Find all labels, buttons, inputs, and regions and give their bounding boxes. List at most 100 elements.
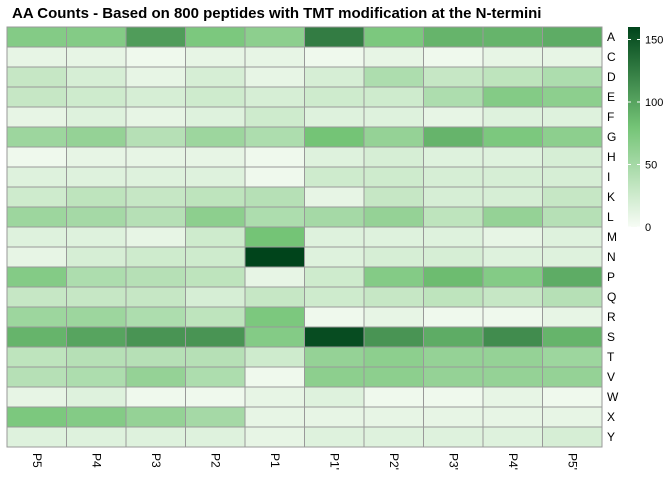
heatmap-cell-E-P3p bbox=[423, 86, 484, 108]
row-label: K bbox=[607, 190, 615, 204]
heatmap-cell-D-P5 bbox=[6, 66, 67, 88]
heatmap-cell-A-P1 bbox=[244, 26, 305, 48]
heatmap-cell-Q-P3p bbox=[423, 286, 484, 308]
column-labels: P5 P4 P3 P2 P1 P1' P2' P3' P4' P5' bbox=[30, 453, 580, 470]
row-label: M bbox=[607, 230, 617, 244]
heatmap-cell-A-P2 bbox=[185, 26, 246, 48]
heatmap-cell-K-P4 bbox=[66, 186, 127, 208]
heatmap-cell-R-P3p bbox=[423, 306, 484, 328]
heatmap-cell-S-P4 bbox=[66, 326, 127, 348]
heatmap-cell-M-P1 bbox=[244, 226, 305, 248]
heatmap-cell-Y-P3 bbox=[125, 426, 186, 448]
heatmap-cell-G-P1p bbox=[304, 126, 365, 148]
heatmap-cell-E-P1 bbox=[244, 86, 305, 108]
heatmap-cell-T-P2p bbox=[363, 346, 424, 368]
heatmap-cell-W-P3 bbox=[125, 386, 186, 408]
heatmap-cell-Y-P3p bbox=[423, 426, 484, 448]
heatmap-cell-N-P4 bbox=[66, 246, 127, 268]
legend-tick-label: 0 bbox=[645, 222, 651, 234]
heatmap-cell-I-P4 bbox=[66, 166, 127, 188]
heatmap-cell-W-P3p bbox=[423, 386, 484, 408]
heatmap-cell-C-P4 bbox=[66, 46, 127, 68]
row-label: S bbox=[607, 330, 615, 344]
column-label: P2' bbox=[387, 453, 401, 470]
heatmap-cell-T-P1 bbox=[244, 346, 305, 368]
heatmap-cell-D-P1p bbox=[304, 66, 365, 88]
heatmap-cell-A-P3p bbox=[423, 26, 484, 48]
column-label: P5' bbox=[565, 453, 579, 470]
heatmap-cell-I-P1 bbox=[244, 166, 305, 188]
heatmap-cell-W-P2 bbox=[185, 386, 246, 408]
heatmap-cell-A-P4p bbox=[482, 26, 543, 48]
heatmap-cell-H-P2p bbox=[363, 146, 424, 168]
heatmap-cell-X-P3p bbox=[423, 406, 484, 428]
heatmap-cell-C-P3p bbox=[423, 46, 484, 68]
heatmap-cell-L-P4p bbox=[482, 206, 543, 228]
heatmap-cell-S-P1 bbox=[244, 326, 305, 348]
heatmap-cell-L-P2 bbox=[185, 206, 246, 228]
heatmap-cell-L-P1p bbox=[304, 206, 365, 228]
column-label: P2 bbox=[208, 453, 222, 468]
heatmap-cell-E-P1p bbox=[304, 86, 365, 108]
heatmap-cell-R-P1p bbox=[304, 306, 365, 328]
row-label: Y bbox=[607, 430, 615, 444]
heatmap-cell-G-P4p bbox=[482, 126, 543, 148]
heatmap-cell-W-P4p bbox=[482, 386, 543, 408]
heatmap-cell-Y-P4p bbox=[482, 426, 543, 448]
heatmap-cell-K-P2p bbox=[363, 186, 424, 208]
row-label: E bbox=[607, 90, 615, 104]
heatmap-cell-E-P4p bbox=[482, 86, 543, 108]
heatmap-cell-C-P5p bbox=[542, 46, 603, 68]
heatmap-cell-M-P5p bbox=[542, 226, 603, 248]
row-label: T bbox=[607, 350, 615, 364]
heatmap-cell-S-P2p bbox=[363, 326, 424, 348]
heatmap-cell-Y-P5 bbox=[6, 426, 67, 448]
row-label: X bbox=[607, 410, 615, 424]
heatmap-cell-L-P3p bbox=[423, 206, 484, 228]
heatmap-cell-D-P3p bbox=[423, 66, 484, 88]
heatmap-cell-T-P4 bbox=[66, 346, 127, 368]
heatmap-cell-E-P2p bbox=[363, 86, 424, 108]
heatmap-cell-X-P1 bbox=[244, 406, 305, 428]
heatmap-cell-C-P2p bbox=[363, 46, 424, 68]
heatmap-cell-W-P2p bbox=[363, 386, 424, 408]
heatmap-cell-H-P2 bbox=[185, 146, 246, 168]
heatmap-cell-G-P4 bbox=[66, 126, 127, 148]
heatmap-cell-G-P5 bbox=[6, 126, 67, 148]
row-label: A bbox=[607, 30, 615, 44]
heatmap-cell-Q-P2 bbox=[185, 286, 246, 308]
heatmap-cell-L-P4 bbox=[66, 206, 127, 228]
heatmap-cell-F-P1p bbox=[304, 106, 365, 128]
heatmap-cell-S-P3 bbox=[125, 326, 186, 348]
heatmap-cell-Q-P3 bbox=[125, 286, 186, 308]
heatmap-cell-R-P3 bbox=[125, 306, 186, 328]
heatmap-cell-F-P5p bbox=[542, 106, 603, 128]
color-legend: 0 50 100 150 bbox=[628, 27, 663, 234]
row-label: N bbox=[607, 250, 616, 264]
heatmap-cell-Q-P1p bbox=[304, 286, 365, 308]
heatmap-cell-D-P4 bbox=[66, 66, 127, 88]
heatmap-cell-G-P2p bbox=[363, 126, 424, 148]
heatmap-cell-T-P5p bbox=[542, 346, 603, 368]
heatmap-cell-Q-P5 bbox=[6, 286, 67, 308]
heatmap-cell-C-P5 bbox=[6, 46, 67, 68]
heatmap-cell-H-P5 bbox=[6, 146, 67, 168]
heatmap-cell-L-P3 bbox=[125, 206, 186, 228]
heatmap-cell-Y-P1p bbox=[304, 426, 365, 448]
heatmap-cell-N-P5p bbox=[542, 246, 603, 268]
column-label: P4 bbox=[89, 453, 103, 468]
heatmap-cell-P-P1 bbox=[244, 266, 305, 288]
heatmap-cell-X-P1p bbox=[304, 406, 365, 428]
heatmap-cell-A-P1p bbox=[304, 26, 365, 48]
heatmap-cell-I-P2p bbox=[363, 166, 424, 188]
heatmap-cell-Y-P4 bbox=[66, 426, 127, 448]
heatmap-cell-E-P2 bbox=[185, 86, 246, 108]
heatmap-cell-G-P3 bbox=[125, 126, 186, 148]
heatmap-cell-I-P2 bbox=[185, 166, 246, 188]
heatmap-cell-V-P2 bbox=[185, 366, 246, 388]
heatmap-cell-M-P4 bbox=[66, 226, 127, 248]
heatmap-cell-T-P3 bbox=[125, 346, 186, 368]
heatmap-cell-D-P2p bbox=[363, 66, 424, 88]
heatmap-cell-W-P5 bbox=[6, 386, 67, 408]
heatmap-cell-G-P5p bbox=[542, 126, 603, 148]
